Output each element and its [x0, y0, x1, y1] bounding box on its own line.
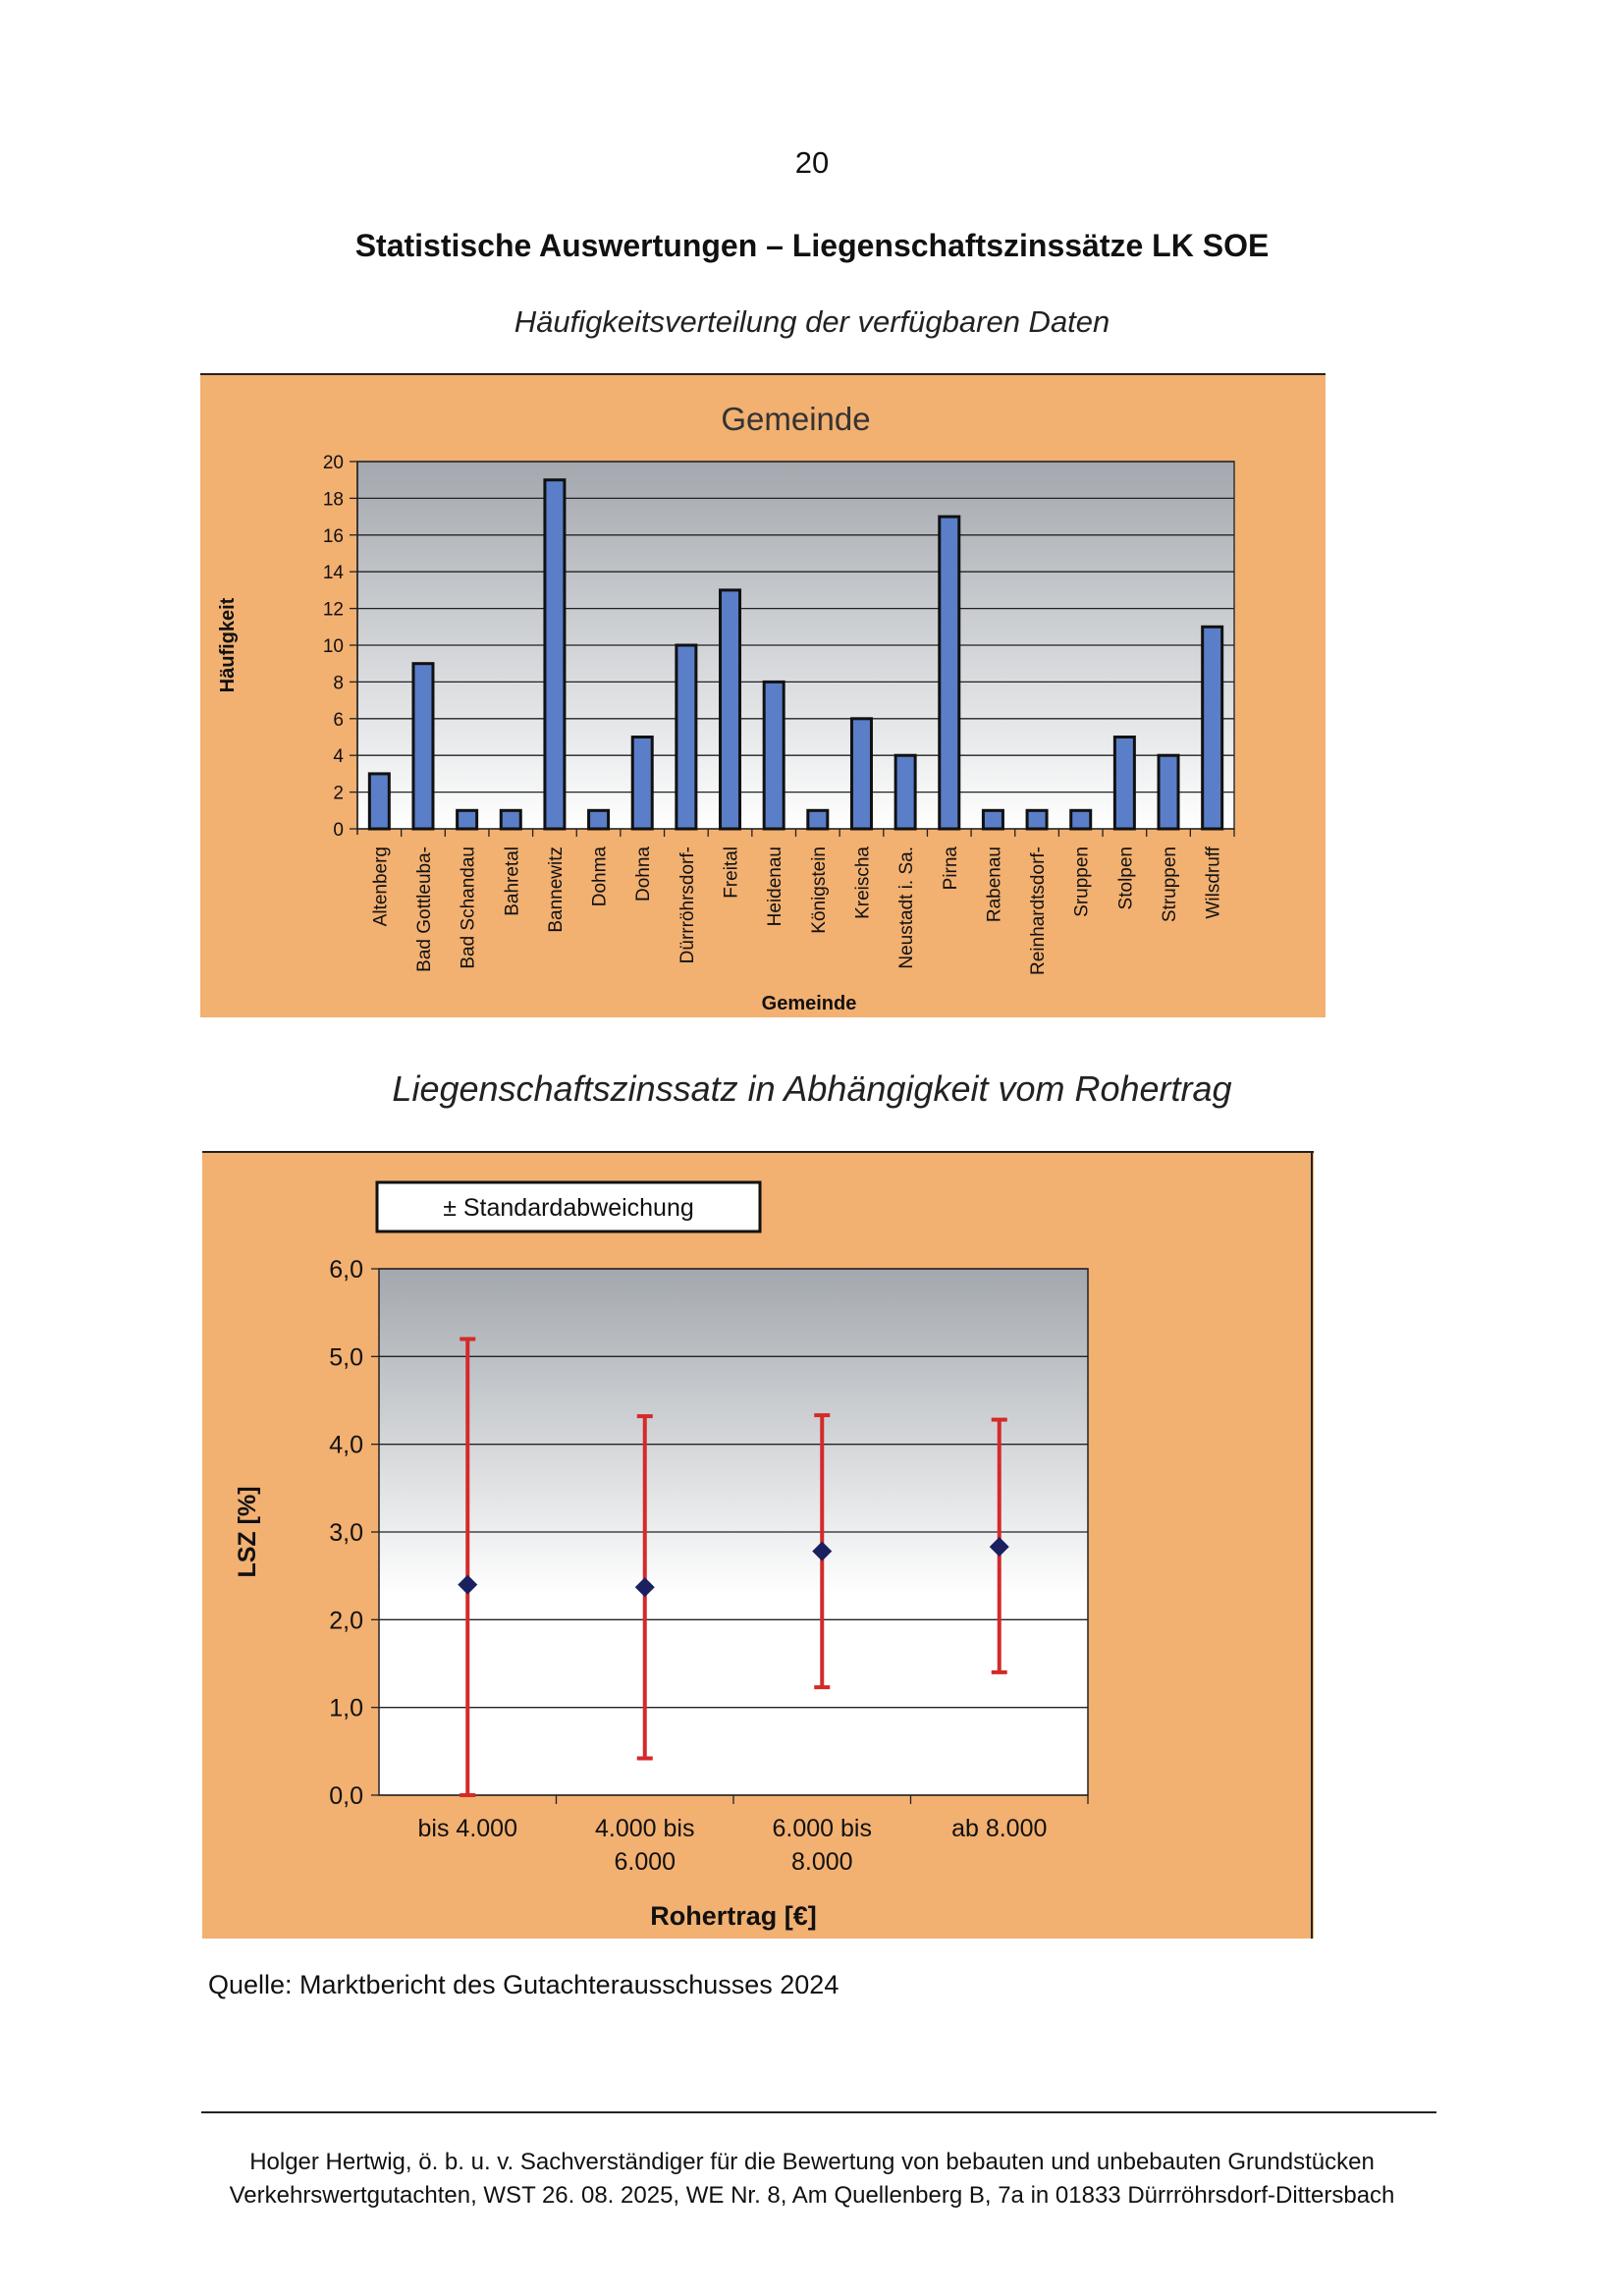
y-tick-label: 0: [333, 820, 344, 841]
y-tick-label: 4: [333, 746, 344, 767]
bar: [587, 808, 611, 831]
y-tick-label: 12: [323, 600, 344, 621]
x-tick-label: Bad Schandau: [459, 847, 479, 969]
x-tick-label: Dohma: [590, 847, 611, 907]
y-tick-label: 18: [323, 489, 344, 510]
bar: [938, 515, 961, 831]
bar: [981, 808, 1004, 831]
x-tick-label: Rabenau: [984, 847, 1004, 922]
bar: [719, 588, 742, 831]
y-tick-label: 4,0: [329, 1432, 363, 1459]
bar: [456, 808, 479, 831]
bar: [1025, 808, 1049, 831]
page-title: Statistische Auswertungen – Liegenschaft…: [354, 228, 1270, 263]
x-tick-label: Sruppen: [1072, 847, 1093, 917]
bar: [543, 478, 567, 831]
mean-marker: [458, 1574, 478, 1595]
footer-line-2: Verkehrswertgutachten, WST 26. 08. 2025,…: [229, 2182, 1395, 2209]
x-tick-label: Dohna: [633, 847, 654, 902]
x-axis-label: Gemeinde: [762, 993, 857, 1014]
y-tick-label: 16: [323, 526, 344, 547]
bar: [762, 680, 785, 831]
legend-box: [375, 1180, 762, 1233]
bar: [411, 662, 435, 831]
bar: [367, 772, 391, 831]
page-number: 20: [794, 145, 830, 180]
chart1-heading: Häufigkeitsverteilung der verfügbaren Da…: [514, 304, 1110, 339]
x-tick-label: Bannewitz: [546, 847, 567, 933]
x-tick-label: Kreischa: [852, 847, 873, 919]
mean-marker: [634, 1577, 655, 1598]
bar: [1069, 808, 1093, 831]
bar: [499, 808, 522, 831]
x-tick-label: Altenberg: [370, 847, 391, 926]
footer-rule: [201, 2111, 1436, 2113]
y-axis-label: LSZ [%]: [234, 1486, 261, 1577]
y-tick-label: 2,0: [329, 1607, 363, 1634]
y-tick-label: 6,0: [329, 1256, 363, 1284]
x-tick-label: 8.000: [791, 1848, 853, 1876]
bar: [893, 753, 917, 831]
mean-marker: [989, 1537, 1009, 1558]
x-tick-label: Struppen: [1160, 847, 1180, 922]
x-tick-label: Königstein: [809, 847, 830, 934]
y-tick-label: 10: [323, 636, 344, 657]
x-tick-label: Freital: [722, 847, 742, 899]
x-tick-label: Reinhardtsdorf-: [1028, 847, 1049, 975]
x-tick-label: Heidenau: [765, 847, 785, 926]
x-tick-label: Bad Gottleuba-: [414, 847, 435, 972]
y-tick-label: 5,0: [329, 1343, 363, 1371]
chart1-title: Gemeinde: [721, 401, 870, 437]
bar: [675, 643, 698, 831]
bar: [1157, 753, 1180, 831]
x-tick-label: ab 8.000: [951, 1815, 1047, 1842]
y-tick-label: 14: [323, 563, 345, 583]
y-tick-label: 3,0: [329, 1519, 363, 1547]
lsz-errorbar-chart: ± Standardabweichung 0,0 1,0 2,0 3,0 4,0 5,0 6,…: [202, 1151, 1314, 1939]
x-tick-label: bis 4.000: [418, 1815, 517, 1842]
x-tick-label: 6.000 bis: [773, 1815, 872, 1842]
bar: [806, 808, 830, 831]
legend-label: ± Standardabweichung: [443, 1194, 694, 1222]
chart2-heading: Liegenschaftszinssatz in Abhängigkeit vo…: [392, 1068, 1232, 1109]
x-tick-label: Wilsdruff: [1204, 846, 1224, 918]
y-tick-label: 2: [333, 784, 344, 804]
x-tick-label: 6.000: [614, 1848, 676, 1876]
x-tick-label: Stolpen: [1115, 847, 1136, 909]
y-tick-label: 0,0: [329, 1782, 363, 1810]
bar: [630, 736, 654, 831]
mean-marker: [812, 1541, 833, 1561]
bar: [1112, 736, 1136, 831]
x-tick-label: 4.000 bis: [595, 1815, 694, 1842]
y-tick-label: 8: [333, 673, 344, 693]
x-tick-label: Bahretal: [502, 847, 522, 916]
x-axis-label: Rohertrag [€]: [650, 1901, 817, 1931]
frequency-bar-chart: 0 2 4 6 8 10 12 14 16 18 20 Gemeinde Häufigkeit Gemei…: [200, 373, 1326, 1017]
x-tick-label: Neustadt i. Sa.: [896, 847, 917, 969]
y-tick-label: 1,0: [329, 1695, 363, 1722]
x-tick-label: Pirna: [941, 847, 961, 891]
bar: [849, 717, 873, 831]
bar: [1201, 625, 1224, 831]
footer-line-1: Holger Hertwig, ö. b. u. v. Sachverständ…: [249, 2149, 1375, 2175]
y-axis-label: Häufigkeit: [217, 597, 239, 692]
y-tick-label: 6: [333, 710, 344, 731]
source-note: Quelle: Marktbericht des Gutachteraussch…: [208, 1970, 839, 1999]
y-tick-label: 20: [323, 453, 344, 473]
x-tick-label: Dürrröhrsdorf-: [677, 847, 698, 963]
